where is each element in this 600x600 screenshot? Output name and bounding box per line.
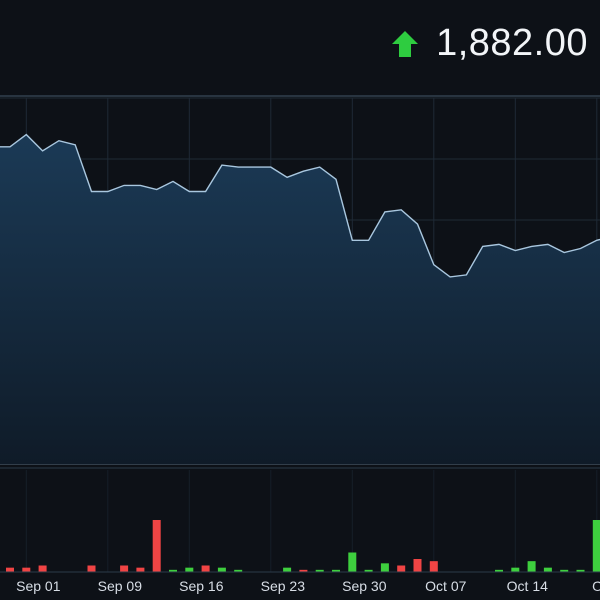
volume-bar xyxy=(592,520,600,572)
x-tick-label: Oct 14 xyxy=(507,578,548,594)
x-tick-label: Sep 16 xyxy=(179,578,224,594)
volume-bar xyxy=(364,569,373,572)
current-price: 1,882.00 xyxy=(436,22,588,64)
volume-bar xyxy=(38,565,47,572)
x-tick-label: Oct 07 xyxy=(425,578,466,594)
volume-bar xyxy=(315,569,324,572)
volume-bar xyxy=(332,569,340,572)
volume-bar xyxy=(560,569,569,572)
volume-bar xyxy=(6,567,14,572)
volume-bar xyxy=(348,552,357,572)
volume-bar xyxy=(120,565,129,572)
x-tick-label: Sep 09 xyxy=(98,578,143,594)
volume-bar xyxy=(169,569,177,572)
volume-bar xyxy=(201,565,210,572)
volume-bar xyxy=(87,565,96,572)
x-tick-label: Sep 23 xyxy=(261,578,306,594)
x-tick-label: Sep 30 xyxy=(342,578,387,594)
x-axis: Sep 01 Sep 09 Sep 16 Sep 23 Sep 30 Oct 07 Oct … xyxy=(16,578,600,594)
volume-bar xyxy=(413,559,422,572)
volume-bar xyxy=(217,567,226,572)
volume-bar xyxy=(283,567,292,572)
volume-bar xyxy=(429,561,438,572)
x-tick-label: Oct 2 xyxy=(592,578,600,594)
volume-bar xyxy=(576,569,585,572)
price-area-series xyxy=(0,133,600,464)
x-tick-label: Sep 01 xyxy=(16,578,61,594)
price-display: 1,882.00 xyxy=(390,22,588,65)
volume-bar xyxy=(543,567,552,572)
price-area-fill xyxy=(0,134,600,464)
volume-bar xyxy=(511,567,520,572)
volume-bar xyxy=(527,561,536,572)
volume-bar xyxy=(397,565,406,572)
price-header: 1,882.00 xyxy=(0,0,600,90)
volume-bars xyxy=(0,520,600,573)
arrow-up-icon xyxy=(392,30,419,57)
volume-bar xyxy=(495,569,503,572)
volume-bar xyxy=(185,567,194,572)
volume-bar xyxy=(299,569,308,572)
price-line xyxy=(0,133,600,278)
volume-bar xyxy=(136,567,145,572)
volume-bar xyxy=(234,569,243,572)
volume-bar xyxy=(152,520,161,572)
volume-bar xyxy=(380,563,389,572)
volume-bar xyxy=(22,567,31,572)
